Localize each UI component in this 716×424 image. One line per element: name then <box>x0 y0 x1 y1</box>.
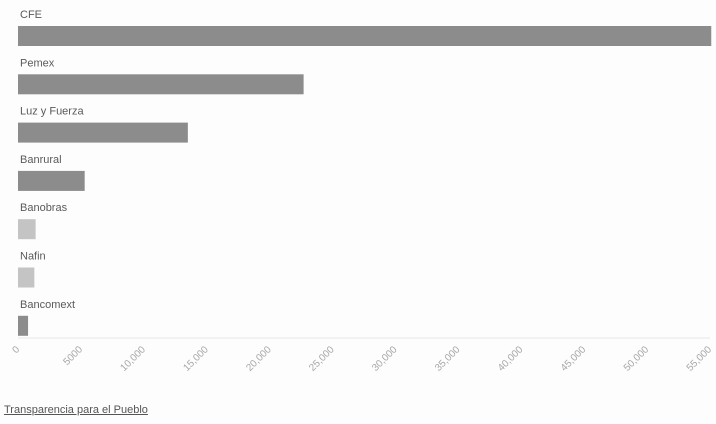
bar[interactable] <box>18 219 36 240</box>
x-axis-ticks: 0 5000 10,000 15,000 20,000 25,000 30,000 35,00… <box>10 344 714 374</box>
category-label: Banrural <box>20 154 62 166</box>
x-tick-label: 55,000 <box>685 344 715 374</box>
bar[interactable] <box>18 122 188 143</box>
x-tick-label: 10,000 <box>119 344 149 374</box>
x-tick-label: 50,000 <box>622 344 652 374</box>
category-label: Luz y Fuerza <box>20 106 84 118</box>
source-link[interactable]: Transparencia para el Pueblo <box>4 404 148 416</box>
bar[interactable] <box>18 74 304 95</box>
x-tick-label: 40,000 <box>496 344 526 374</box>
bar[interactable] <box>18 26 712 46</box>
bar[interactable] <box>18 315 29 336</box>
x-tick-label: 20,000 <box>244 344 274 374</box>
x-tick-label: 5000 <box>62 344 86 368</box>
bar-chart: CFE Pemex Luz y Fuerza Banrural Banobras Nafi… <box>10 9 714 374</box>
category-label: Banobras <box>20 202 68 214</box>
x-tick-label: 30,000 <box>370 344 400 374</box>
category-label: Pemex <box>20 57 55 69</box>
bar[interactable] <box>18 170 85 191</box>
x-tick-label: 35,000 <box>433 344 463 374</box>
bar[interactable] <box>18 267 35 288</box>
x-tick-label: 15,000 <box>181 344 211 374</box>
category-labels: CFE Pemex Luz y Fuerza Banrural Banobras Nafi… <box>20 9 84 311</box>
x-tick-label: 25,000 <box>307 344 337 374</box>
category-label: Nafin <box>20 251 46 263</box>
bars-layer <box>18 26 712 336</box>
x-tick-label: 45,000 <box>559 344 589 374</box>
category-label: CFE <box>20 9 42 21</box>
category-label: Bancomext <box>20 299 75 311</box>
x-tick-label: 0 <box>10 344 22 356</box>
